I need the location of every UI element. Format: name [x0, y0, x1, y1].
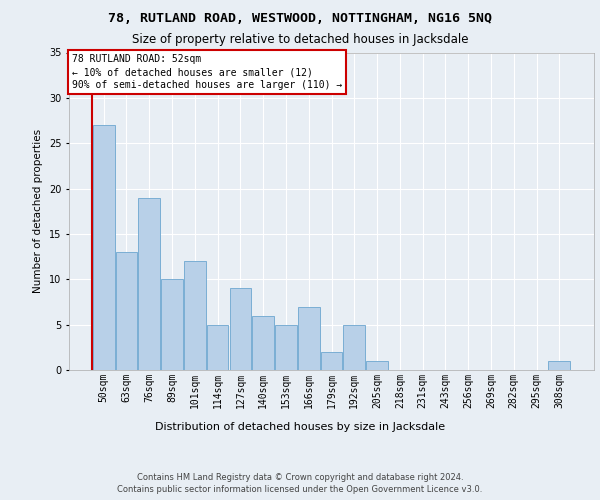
Bar — [116, 252, 137, 370]
Bar — [207, 324, 229, 370]
Bar — [230, 288, 251, 370]
Y-axis label: Number of detached properties: Number of detached properties — [34, 129, 43, 294]
Text: 78, RUTLAND ROAD, WESTWOOD, NOTTINGHAM, NG16 5NQ: 78, RUTLAND ROAD, WESTWOOD, NOTTINGHAM, … — [108, 12, 492, 26]
Bar — [184, 261, 206, 370]
Bar — [320, 352, 343, 370]
Bar — [275, 324, 297, 370]
Bar — [253, 316, 274, 370]
Bar — [343, 324, 365, 370]
Text: 78 RUTLAND ROAD: 52sqm
← 10% of detached houses are smaller (12)
90% of semi-det: 78 RUTLAND ROAD: 52sqm ← 10% of detached… — [71, 54, 342, 90]
Text: Distribution of detached houses by size in Jacksdale: Distribution of detached houses by size … — [155, 422, 445, 432]
Bar — [366, 361, 388, 370]
Bar — [139, 198, 160, 370]
Bar — [161, 280, 183, 370]
Text: Size of property relative to detached houses in Jacksdale: Size of property relative to detached ho… — [132, 32, 468, 46]
Text: Contains HM Land Registry data © Crown copyright and database right 2024.
Contai: Contains HM Land Registry data © Crown c… — [118, 472, 482, 494]
Bar — [548, 361, 570, 370]
Bar — [93, 125, 115, 370]
Bar — [298, 306, 320, 370]
